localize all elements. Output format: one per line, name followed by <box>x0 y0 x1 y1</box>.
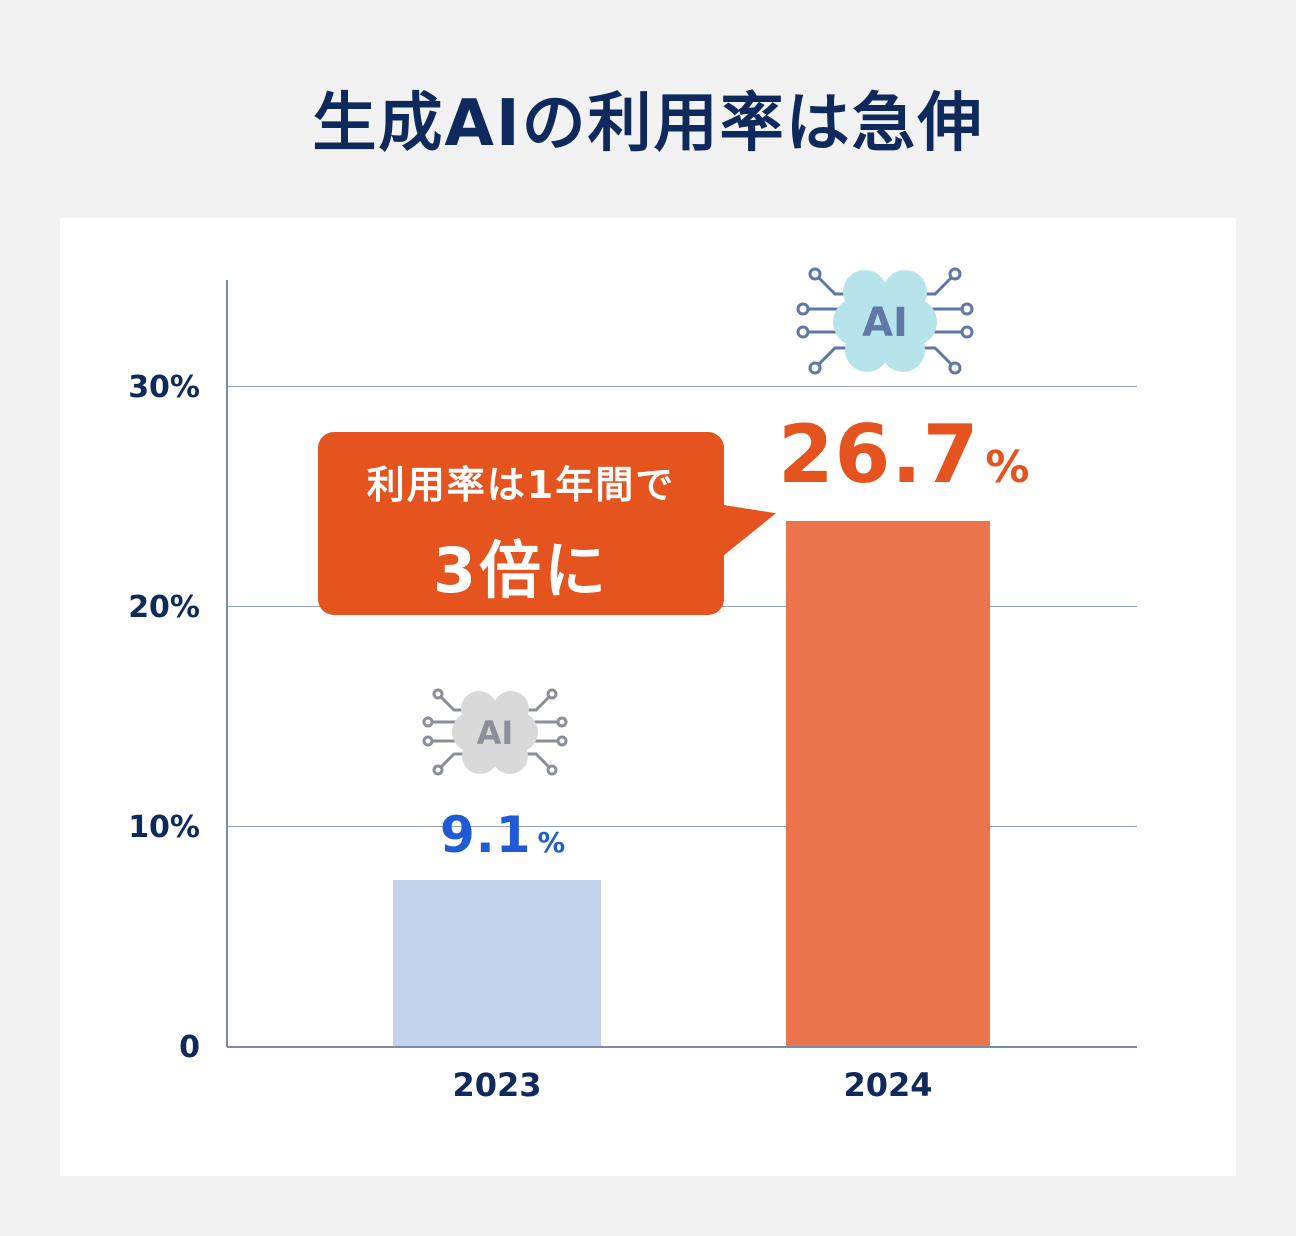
callout-line2: 3倍に <box>432 534 610 607</box>
value-label-2024-unit: % <box>985 442 1030 493</box>
x-axis <box>227 1046 1137 1048</box>
ai-brain-icon-2023: AI <box>422 684 568 780</box>
x-tick-2023: 2023 <box>452 1066 542 1104</box>
chart-panel <box>60 218 1236 1176</box>
gridline-10 <box>227 826 1137 827</box>
y-tick-0: 0 <box>179 1030 200 1065</box>
value-label-2023: 9.1% <box>440 806 565 864</box>
bar-2023 <box>393 880 601 1046</box>
y-tick-30: 30% <box>128 370 200 405</box>
y-tick-20: 20% <box>128 590 200 625</box>
callout-line1: 利用率は1年間で <box>366 463 676 507</box>
ai-icon-2024-text: AI <box>862 300 908 346</box>
chart-title: 生成AIの利用率は急伸 <box>312 87 984 161</box>
gridline-30 <box>227 386 1137 387</box>
value-label-2023-unit: % <box>537 827 566 859</box>
value-label-2023-number: 9.1 <box>440 806 532 864</box>
x-tick-2024: 2024 <box>843 1066 933 1104</box>
value-label-2024: 26.7% <box>778 408 1029 501</box>
y-axis <box>226 280 228 1047</box>
ai-icon-2023-text: AI <box>477 714 514 752</box>
ai-brain-icon-2024: AI <box>795 262 975 380</box>
callout-bubble: 利用率は1年間で 3倍に <box>318 432 724 615</box>
bar-2024 <box>786 521 990 1046</box>
y-tick-10: 10% <box>128 810 200 845</box>
value-label-2024-number: 26.7 <box>778 408 980 501</box>
